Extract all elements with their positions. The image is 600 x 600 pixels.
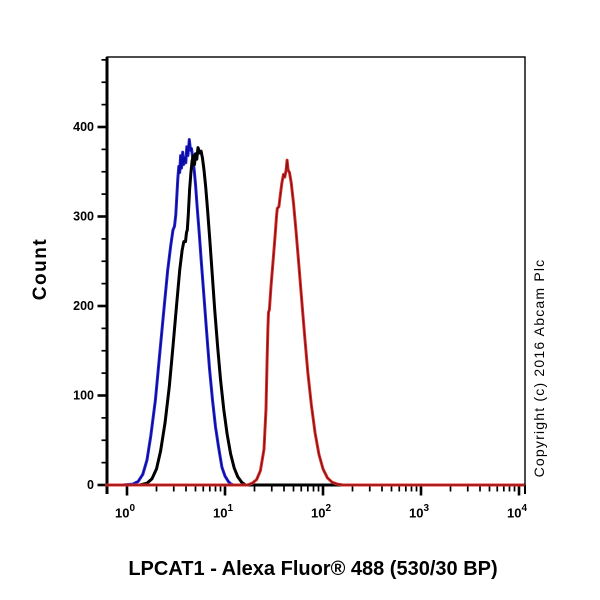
chart-generated-layer: 0 100 200 300 400 100 101 102 103 104 [73,56,527,521]
y-axis-tick-label: 0 [87,478,94,492]
plot-frame [106,56,526,486]
y-axis-tick-label: 400 [73,120,94,134]
series-curve-red [105,158,525,487]
chart-title: LPCAT1 - Alexa Fluor® 488 (530/30 BP) [128,558,497,580]
series-curve-core-red [106,159,524,486]
y-axis-tick-label: 100 [73,389,94,403]
x-axis-tick-label: 101 [213,503,233,521]
y-axis-tick-label: 300 [73,210,94,224]
x-axis-tick-label: 103 [409,503,429,521]
series-curve-core-blue [121,138,235,486]
y-axis-tick-label: 200 [73,299,94,313]
x-axis-tick-label: 100 [115,503,135,521]
x-axis-tick-label: 102 [311,503,331,521]
y-axis-title: Count [30,238,51,300]
x-axis-tick-label: 104 [507,503,527,521]
series-curve-core-black [139,146,247,486]
series-curve-black [138,146,247,487]
copyright-text: Copyright (c) 2016 Abcam Plc [531,259,547,478]
